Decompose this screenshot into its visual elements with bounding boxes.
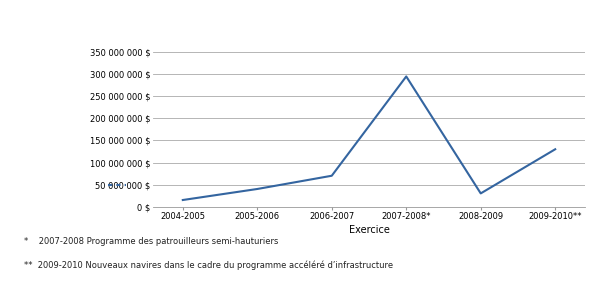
Text: *    2007-2008 Programme des patrouilleurs semi-hauturiers: * 2007-2008 Programme des patrouilleurs … [24, 237, 278, 246]
Text: **  2009‐2010 Nouveaux navires dans le cadre du programme accéléré d’infrastruct: ** 2009‐2010 Nouveaux navires dans le ca… [24, 260, 393, 270]
X-axis label: Exercice: Exercice [349, 225, 389, 235]
